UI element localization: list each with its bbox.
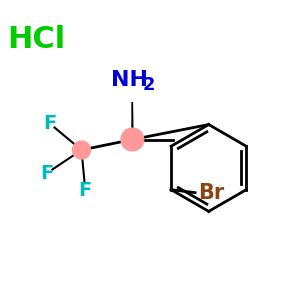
Circle shape [121, 128, 144, 151]
Text: F: F [44, 114, 57, 133]
Text: F: F [40, 164, 54, 183]
Text: Br: Br [198, 183, 224, 203]
Circle shape [73, 141, 91, 159]
Text: 2: 2 [142, 76, 155, 94]
Text: NH: NH [111, 70, 148, 90]
Polygon shape [132, 102, 133, 140]
Text: F: F [78, 181, 91, 200]
Text: HCl: HCl [8, 25, 66, 54]
